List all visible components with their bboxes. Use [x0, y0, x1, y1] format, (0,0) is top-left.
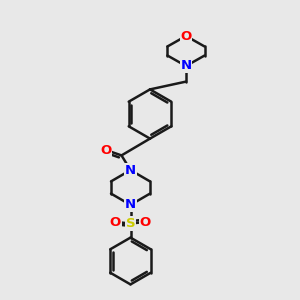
Text: O: O — [180, 29, 192, 43]
Text: N: N — [125, 198, 136, 212]
Text: N: N — [125, 164, 136, 177]
Text: O: O — [140, 215, 151, 229]
Text: O: O — [100, 143, 112, 157]
Text: N: N — [180, 59, 192, 73]
Text: O: O — [110, 215, 121, 229]
Text: S: S — [126, 217, 135, 230]
